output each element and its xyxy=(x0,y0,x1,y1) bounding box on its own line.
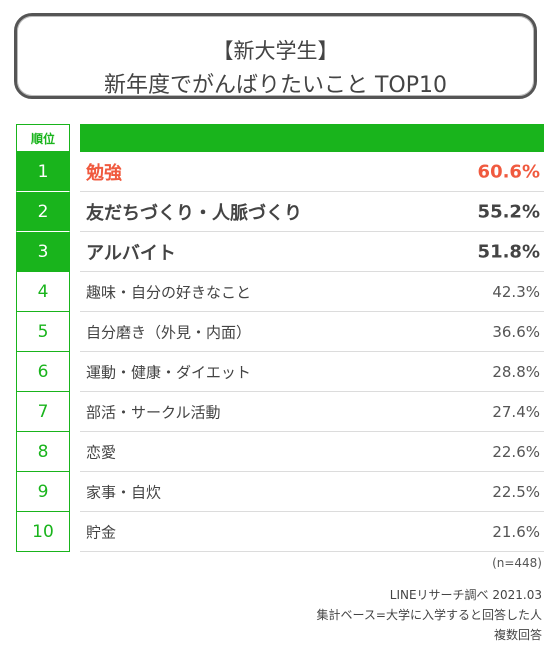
base-note: 集計ベース=大学に入学すると回答した人 xyxy=(316,608,542,622)
row-value: 28.8% xyxy=(492,362,540,381)
title-box: 【新大学生】 新年度でがんばりたいこと TOP10 xyxy=(14,13,537,99)
row-value: 27.4% xyxy=(492,402,540,421)
row-value: 51.8% xyxy=(477,241,540,262)
table-row: 家事・自炊 22.5% xyxy=(80,472,544,512)
rank-cell: 6 xyxy=(16,352,70,392)
rank-column: 順位 1 2 3 4 5 6 7 8 9 10 xyxy=(16,124,70,552)
row-label: 勉強 xyxy=(86,162,122,184)
table-row: 友だちづくり・人脈づくり 55.2% xyxy=(80,192,544,232)
rank-header: 順位 xyxy=(16,124,70,152)
sample-size-note: (n=448) xyxy=(492,556,542,570)
rank-cell: 8 xyxy=(16,432,70,472)
row-value: 21.6% xyxy=(492,522,540,541)
table-row: 運動・健康・ダイエット 28.8% xyxy=(80,352,544,392)
rank-cell: 3 xyxy=(16,232,70,272)
multiple-answer-note: 複数回答 xyxy=(493,628,542,642)
row-label: 家事・自炊 xyxy=(86,483,162,501)
row-label: 貯金 xyxy=(86,523,117,541)
rank-cell: 2 xyxy=(16,192,70,232)
table-row: 部活・サークル活動 27.4% xyxy=(80,392,544,432)
row-label: 趣味・自分の好きなこと xyxy=(86,283,252,301)
row-label: 運動・健康・ダイエット xyxy=(86,363,251,381)
page-title: 新年度でがんばりたいこと TOP10 xyxy=(103,73,447,98)
rank-cell: 9 xyxy=(16,472,70,512)
table-row: 勉強 60.6% xyxy=(80,152,544,192)
row-label: 友だちづくり・人脈づくり xyxy=(86,202,302,224)
row-value: 36.6% xyxy=(492,322,540,341)
rank-cells: 1 2 3 4 5 6 7 8 9 10 xyxy=(16,152,70,552)
rank-cell: 1 xyxy=(16,152,70,192)
rank-cell: 4 xyxy=(16,272,70,312)
row-value: 22.6% xyxy=(492,442,540,461)
row-value: 55.2% xyxy=(477,201,540,222)
ranking-rows: 勉強 60.6% 友だちづくり・人脈づくり 55.2% アルバイト 51.8% 趣味・自分の… xyxy=(80,152,544,552)
row-value: 42.3% xyxy=(492,282,540,301)
table-row: 恋愛 22.6% xyxy=(80,432,544,472)
row-label: 恋愛 xyxy=(86,443,117,461)
rank-cell: 10 xyxy=(16,512,70,552)
row-label: アルバイト xyxy=(86,242,176,264)
rank-cell: 5 xyxy=(16,312,70,352)
row-label: 部活・サークル活動 xyxy=(86,403,221,421)
source-note: LINEリサーチ調べ 2021.03 xyxy=(389,588,542,602)
title-line1: 【新大学生】 xyxy=(212,39,339,63)
table-row: 自分磨き（外見・内面） 36.6% xyxy=(80,312,544,352)
table-row: アルバイト 51.8% xyxy=(80,232,544,272)
table-header-bar xyxy=(80,124,544,152)
row-value: 22.5% xyxy=(492,482,540,501)
rank-cell: 7 xyxy=(16,392,70,432)
table-row: 趣味・自分の好きなこと 42.3% xyxy=(80,272,544,312)
row-label: 自分磨き（外見・内面） xyxy=(86,323,252,341)
table-row: 貯金 21.6% xyxy=(80,512,544,552)
row-value: 60.6% xyxy=(477,161,540,182)
